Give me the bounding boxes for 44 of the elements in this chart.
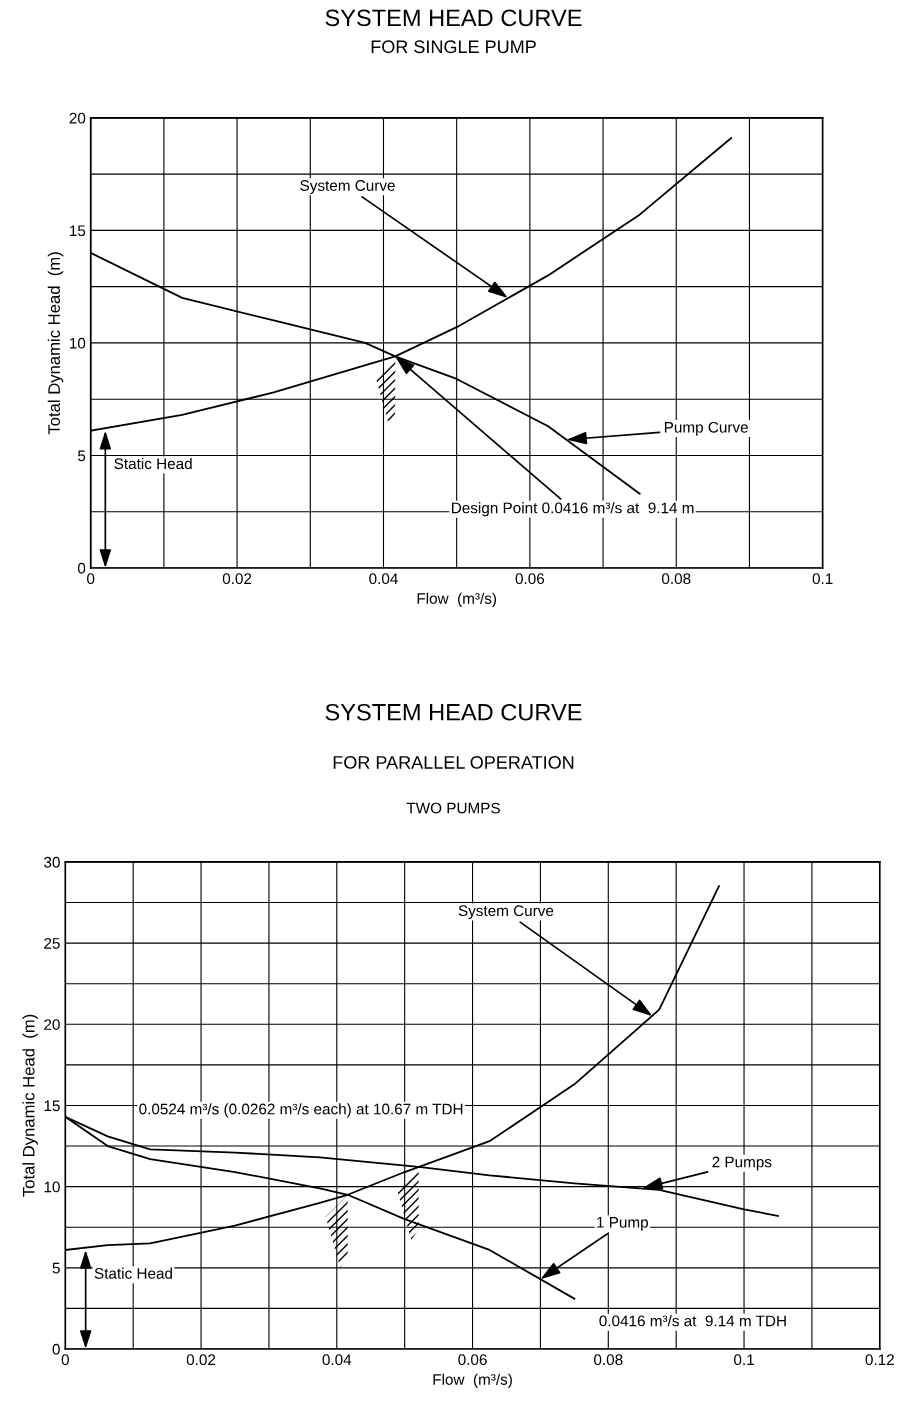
text: TWO PUMPS (406, 802, 500, 814)
chart-title: SYSTEM HEAD CURVE (325, 9, 582, 27)
x-tick-label: 0.04 (322, 1354, 352, 1366)
x-axis-title: Flow (m³/s) (433, 1373, 512, 1388)
annotation: 0.0524 m³/s (0.0262 m³/s each) at 10.67 m TDH (139, 1103, 463, 1118)
annotation: 0.0416 m³/s at 9.14 m TDH (599, 1315, 786, 1327)
annotation: Static Head (114, 457, 192, 470)
y-tick-label: 10 (70, 337, 86, 349)
annotation: 2 Pumps (712, 1156, 772, 1171)
annotation: Design Point 0.0416 m³/s at 9.14 m (452, 502, 694, 517)
x-tick-label: 0.08 (594, 1354, 623, 1366)
x-tick-label: 0 (61, 1354, 69, 1366)
y-tick-label: 15 (44, 1100, 60, 1112)
y-tick-label: 0 (77, 562, 86, 574)
annotation: 1 Pump (597, 1217, 648, 1231)
y-tick-label: 20 (69, 112, 86, 124)
annotation: System Curve (458, 905, 554, 920)
x-tick-label: 0.02 (222, 573, 252, 585)
y-tick-label: 5 (52, 1262, 60, 1274)
chart-title: SYSTEM HEAD CURVE (325, 703, 582, 721)
y-axis-title: Total Dynamic Head (m) (47, 252, 64, 435)
x-tick-label: 0.1 (734, 1354, 754, 1366)
y-axis-title: Total Dynamic Head (m) (22, 1014, 38, 1197)
y-tick-label: 0 (52, 1343, 60, 1355)
x-tick-label: 0.12 (865, 1354, 894, 1366)
annotation: Static Head (94, 1267, 172, 1279)
chart-subtitle: FOR SINGLE PUMP (371, 40, 536, 54)
y-tick-label: 10 (44, 1181, 60, 1193)
annotation: System Curve (300, 180, 395, 194)
x-tick-label: 0.06 (458, 1354, 487, 1366)
y-tick-label: 25 (44, 937, 60, 949)
y-tick-label: 5 (77, 450, 86, 462)
annotation: Pump Curve (664, 421, 748, 436)
x-axis-title: Flow (m³/s) (417, 592, 497, 607)
y-tick-label: 20 (44, 1019, 60, 1030)
chart-subtitle: FOR PARALLEL OPERATION (333, 756, 574, 769)
y-tick-label: 30 (44, 856, 60, 868)
x-tick-label: 0.02 (186, 1354, 216, 1366)
y-tick-label: 15 (70, 225, 86, 237)
x-tick-label: 0 (87, 573, 95, 585)
x-tick-label: 0.04 (369, 573, 398, 585)
x-tick-label: 0.06 (515, 573, 545, 585)
x-tick-label: 0.1 (812, 573, 833, 585)
x-tick-label: 0.08 (661, 573, 691, 585)
